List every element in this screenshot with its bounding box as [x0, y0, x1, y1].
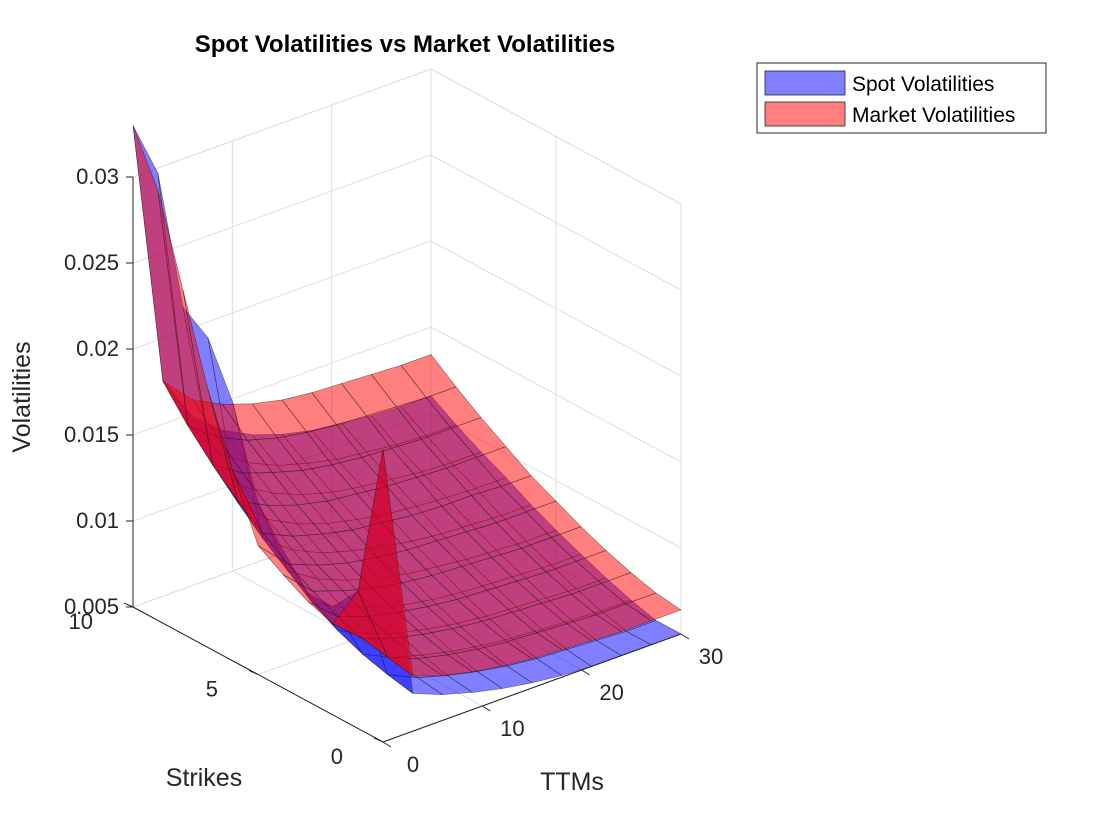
axes: [123, 176, 690, 748]
x-tick-label: 30: [699, 644, 723, 669]
grid-line-wall-z: [430, 154, 682, 291]
y-tick: [248, 670, 259, 675]
z-tick-label: 0.02: [76, 336, 119, 361]
z-axis-label: Volatilities: [8, 341, 36, 452]
z-tick-label: 0.005: [64, 594, 119, 619]
legend-label-market: Market Volatilities: [852, 104, 1015, 127]
x-tick-label: 20: [599, 680, 623, 705]
y-tick-label: 10: [69, 609, 93, 634]
x-tick: [382, 741, 392, 748]
y-axis-label: Strikes: [166, 764, 242, 792]
x-tick: [680, 633, 690, 640]
x-axis-label: TTMs: [540, 768, 604, 796]
z-tick-label: 0.025: [64, 250, 119, 275]
grid-line-wall-z: [430, 326, 682, 463]
grid-line-wall-z: [132, 68, 432, 178]
y-tick: [373, 737, 384, 743]
z-tick-label: 0.01: [76, 508, 119, 533]
x-tick: [482, 705, 491, 712]
x-tick-label: 0: [407, 752, 419, 777]
y-tick: [123, 602, 134, 608]
y-tick-label: 0: [331, 744, 343, 769]
y-tick-label: 5: [206, 677, 218, 702]
grid-line-wall-z: [132, 154, 432, 264]
x-tick: [581, 669, 590, 676]
legend-label-spot: Spot Volatilities: [852, 73, 994, 96]
surface-patch: [357, 449, 414, 677]
z-tick-label: 0.015: [64, 422, 119, 447]
legend-swatch-market: [764, 101, 846, 127]
legend-swatch-spot: [764, 70, 846, 96]
grid-line-wall-z: [430, 68, 682, 205]
chart-title: Spot Volatilities vs Market Volatilities: [195, 31, 616, 58]
grid-line-wall-z: [430, 240, 682, 377]
surfaces: [132, 125, 682, 695]
z-tick-label: 0.03: [76, 164, 119, 189]
legend[interactable]: Spot Volatilities Market Volatilities: [756, 62, 1047, 134]
x-axis-line: [382, 633, 682, 743]
x-tick-label: 10: [500, 716, 524, 741]
surface-market: [132, 125, 682, 677]
